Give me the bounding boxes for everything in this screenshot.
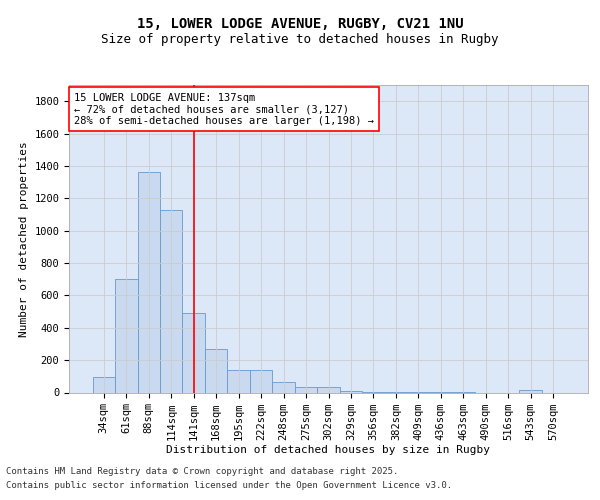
Bar: [520, 390, 542, 392]
Bar: [317, 388, 340, 392]
Text: Contains public sector information licensed under the Open Government Licence v3: Contains public sector information licen…: [6, 481, 452, 490]
Bar: [272, 382, 295, 392]
Text: Contains HM Land Registry data © Crown copyright and database right 2025.: Contains HM Land Registry data © Crown c…: [6, 467, 398, 476]
Y-axis label: Number of detached properties: Number of detached properties: [19, 141, 29, 336]
Bar: [92, 377, 115, 392]
X-axis label: Distribution of detached houses by size in Rugby: Distribution of detached houses by size …: [167, 446, 491, 456]
Text: 15 LOWER LODGE AVENUE: 137sqm
← 72% of detached houses are smaller (3,127)
28% o: 15 LOWER LODGE AVENUE: 137sqm ← 72% of d…: [74, 92, 374, 126]
Bar: [205, 349, 227, 393]
Text: 15, LOWER LODGE AVENUE, RUGBY, CV21 1NU: 15, LOWER LODGE AVENUE, RUGBY, CV21 1NU: [137, 18, 463, 32]
Bar: [295, 387, 317, 392]
Bar: [160, 210, 182, 392]
Text: Size of property relative to detached houses in Rugby: Size of property relative to detached ho…: [101, 32, 499, 46]
Bar: [227, 370, 250, 392]
Bar: [182, 313, 205, 392]
Bar: [115, 279, 137, 392]
Bar: [250, 370, 272, 392]
Bar: [137, 172, 160, 392]
Bar: [340, 391, 362, 392]
